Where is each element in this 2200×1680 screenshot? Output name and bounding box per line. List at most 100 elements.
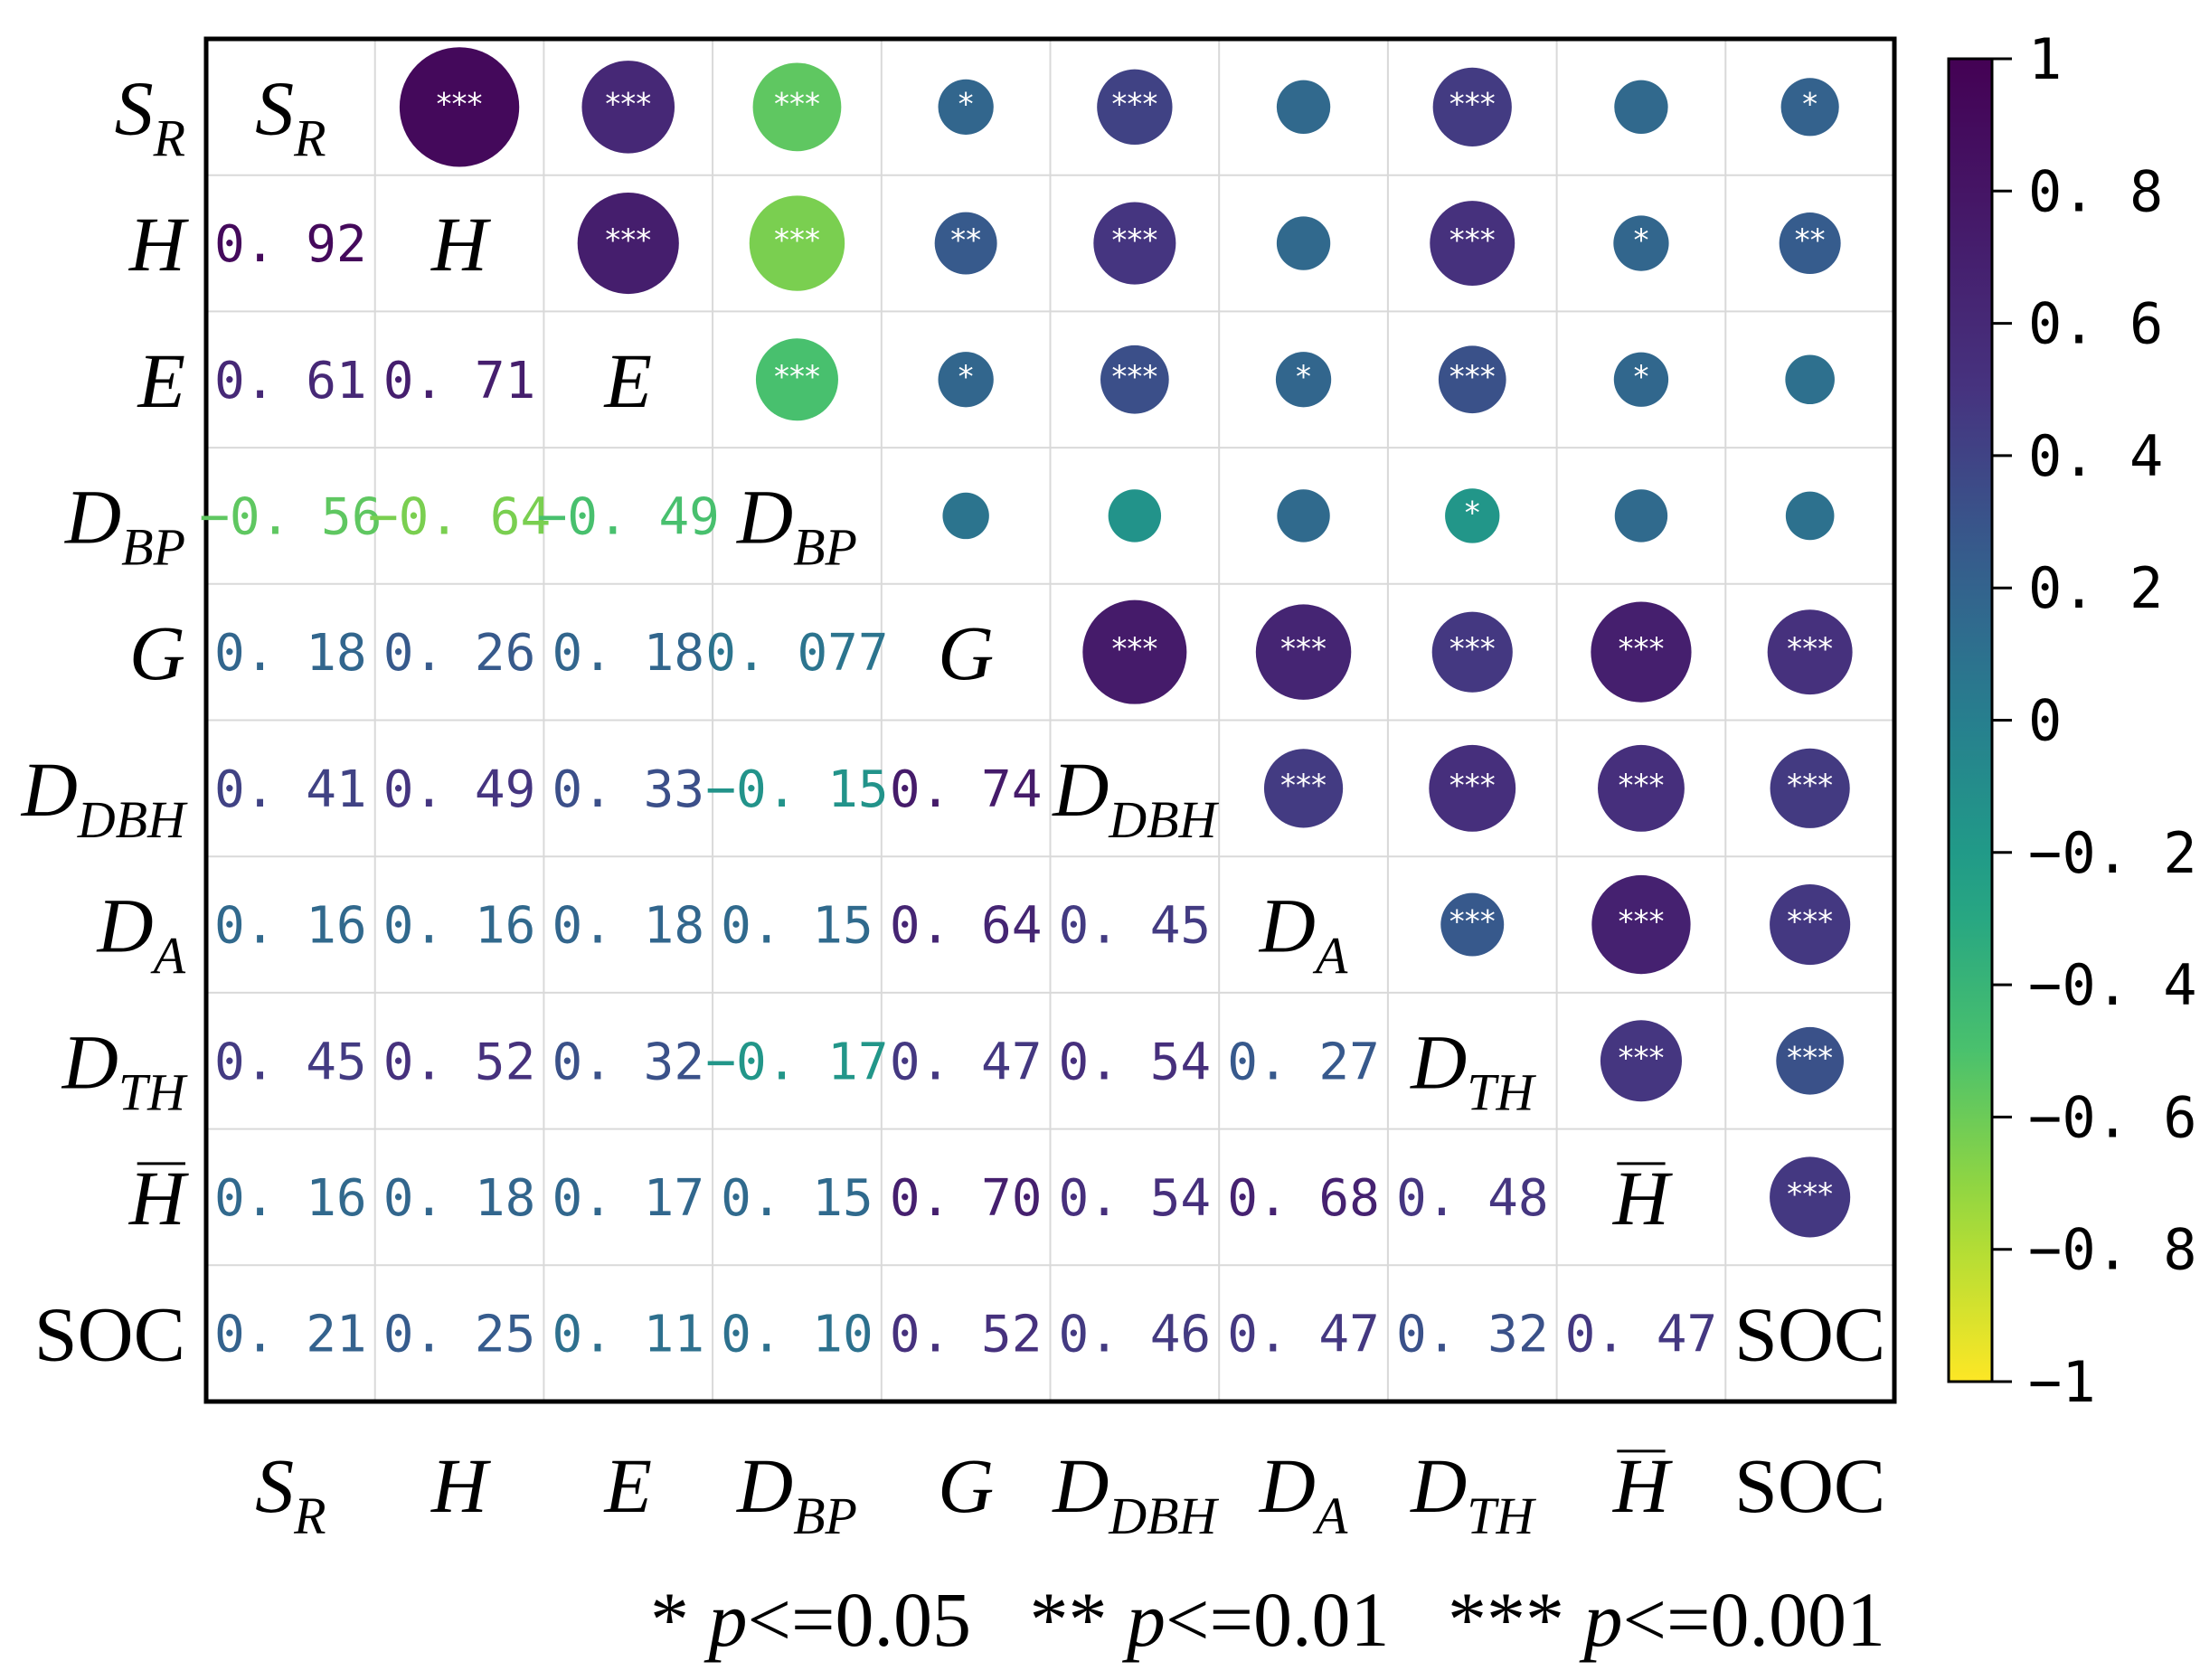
correlation-value: 0. 26 xyxy=(383,624,536,683)
correlation-value: 0. 27 xyxy=(1227,1033,1380,1091)
significance-stars: ** xyxy=(1795,222,1826,259)
colorbar-tick-label: 0. 8 xyxy=(2028,158,2163,224)
significance-stars: *** xyxy=(1787,768,1833,804)
correlation-value: 0. 17 xyxy=(552,1169,704,1228)
correlation-value: 0. 32 xyxy=(552,1033,704,1091)
correlation-value: 0. 45 xyxy=(1059,897,1212,956)
correlation-circle xyxy=(1430,201,1515,287)
correlation-circle xyxy=(581,61,675,154)
significance-stars: *** xyxy=(774,222,820,259)
colorbar-tick-label: −0. 8 xyxy=(2028,1217,2197,1283)
row-label: H xyxy=(128,1155,189,1241)
svg-text:H: H xyxy=(1612,1155,1673,1241)
correlation-value: −0. 17 xyxy=(705,1033,888,1091)
significance-stars: *** xyxy=(1787,1176,1833,1213)
correlation-value: 0. 15 xyxy=(721,1169,873,1228)
correlation-circle xyxy=(1263,749,1344,828)
column-label: H xyxy=(430,1442,491,1529)
significance-stars: *** xyxy=(1618,768,1664,804)
correlation-circle xyxy=(1100,344,1169,414)
correlation-circle xyxy=(938,352,994,408)
correlation-circle xyxy=(1780,78,1839,137)
diagonal-label: H xyxy=(1612,1155,1673,1241)
correlation-value: 0. 52 xyxy=(890,1306,1043,1364)
correlation-value: 0. 16 xyxy=(214,897,367,956)
svg-text:DBP: DBP xyxy=(736,1442,857,1545)
svg-text:H: H xyxy=(128,201,189,288)
significance-stars: *** xyxy=(1449,222,1496,259)
significance-note: * p<=0.05 ** p<=0.01 *** p<=0.001 xyxy=(650,1576,1885,1663)
correlation-value: 0. 48 xyxy=(1396,1169,1549,1228)
diagonal-label: DTH xyxy=(1410,1018,1536,1121)
diagonal-label: E xyxy=(602,337,652,424)
correlation-circles: *** *** *** * *** *** **** *** ** *** *** * ***** * **… xyxy=(399,47,1853,1238)
correlation-circle xyxy=(1600,1020,1682,1102)
colorbar-tick-label: 0. 2 xyxy=(2028,555,2163,621)
correlation-circle xyxy=(938,79,994,135)
svg-text:DDBH: DDBH xyxy=(1052,746,1219,849)
correlation-circle xyxy=(1432,67,1512,146)
colorbar-tick-label: 0. 4 xyxy=(2028,423,2163,489)
colorbar-tick-label: −1 xyxy=(2028,1349,2096,1415)
significance-stars: *** xyxy=(1449,359,1496,395)
svg-text:DTH: DTH xyxy=(1410,1442,1536,1545)
significance-stars: *** xyxy=(774,86,820,122)
significance-stars: * xyxy=(1633,359,1648,395)
correlation-value: 0. 47 xyxy=(1227,1306,1380,1364)
significance-stars: *** xyxy=(605,86,651,122)
correlation-value: 0. 32 xyxy=(1396,1306,1549,1364)
correlation-circle xyxy=(1613,352,1669,407)
diagonal-label: DA xyxy=(1259,882,1348,986)
correlation-circle xyxy=(1097,69,1173,146)
correlation-circle xyxy=(1598,744,1685,832)
correlation-circle xyxy=(1445,488,1500,543)
svg-text:DA: DA xyxy=(1259,1442,1348,1545)
svg-text:SOC: SOC xyxy=(34,1291,185,1378)
significance-stars: *** xyxy=(437,86,483,122)
correlation-circle xyxy=(752,62,842,152)
diagonal-label: SR xyxy=(255,64,326,167)
correlation-value: 0. 18 xyxy=(383,1169,536,1228)
correlation-circle xyxy=(1770,883,1851,966)
svg-text:SOC: SOC xyxy=(1734,1442,1885,1529)
axis-labels: SRSRHHEEDBPDBPGGDDBHDDBHDADADTHDTHHHSOCS… xyxy=(21,64,1886,1545)
svg-text:SOC: SOC xyxy=(1734,1291,1885,1378)
correlation-circle xyxy=(934,212,997,275)
colorbar: 1 0. 8 0. 6 0. 4 0. 2 0 −0. 2 −0. 4 −0. 6 −0. 8 −1 xyxy=(1947,26,2197,1415)
correlation-circle xyxy=(1785,491,1835,541)
svg-text:G: G xyxy=(129,609,185,696)
correlation-value: 0. 25 xyxy=(383,1306,536,1364)
diagonal-label: SOC xyxy=(1734,1291,1885,1378)
correlation-value: 0. 45 xyxy=(214,1033,367,1091)
svg-text:DTH: DTH xyxy=(1410,1018,1536,1121)
significance-stars: * xyxy=(958,359,974,395)
correlation-value: −0. 49 xyxy=(537,487,720,546)
svg-text:DDBH: DDBH xyxy=(21,746,188,849)
correlation-value: 0. 70 xyxy=(890,1169,1043,1228)
row-label: SOC xyxy=(34,1291,185,1378)
colorbar-gradient xyxy=(1947,57,1994,1383)
significance-stars: *** xyxy=(1787,631,1833,667)
row-label: G xyxy=(129,609,185,696)
correlation-circle xyxy=(1276,216,1331,270)
correlation-circle xyxy=(1779,212,1841,275)
matrix-grid xyxy=(203,36,1897,1404)
correlation-circle xyxy=(1438,345,1506,414)
correlation-circle xyxy=(1277,489,1330,543)
diagonal-label: DDBH xyxy=(1052,746,1219,849)
correlation-value: 0. 47 xyxy=(890,1033,1043,1091)
column-label: H xyxy=(1612,1442,1673,1529)
significance-stars: ** xyxy=(950,222,981,259)
row-label: H xyxy=(128,201,189,288)
significance-stars: *** xyxy=(774,359,820,395)
correlation-circle xyxy=(1776,1026,1845,1095)
significance-legend: * p<=0.05 ** p<=0.01 *** p<=0.001 xyxy=(650,1576,1885,1663)
correlation-value: 0. 10 xyxy=(721,1306,873,1364)
correlation-value: −0. 64 xyxy=(368,487,551,546)
significance-stars: *** xyxy=(1280,768,1327,804)
correlation-value: 0. 54 xyxy=(1059,1033,1212,1091)
correlation-circle xyxy=(1767,609,1853,695)
correlation-circle xyxy=(1275,352,1332,408)
correlation-circle xyxy=(1429,744,1516,832)
